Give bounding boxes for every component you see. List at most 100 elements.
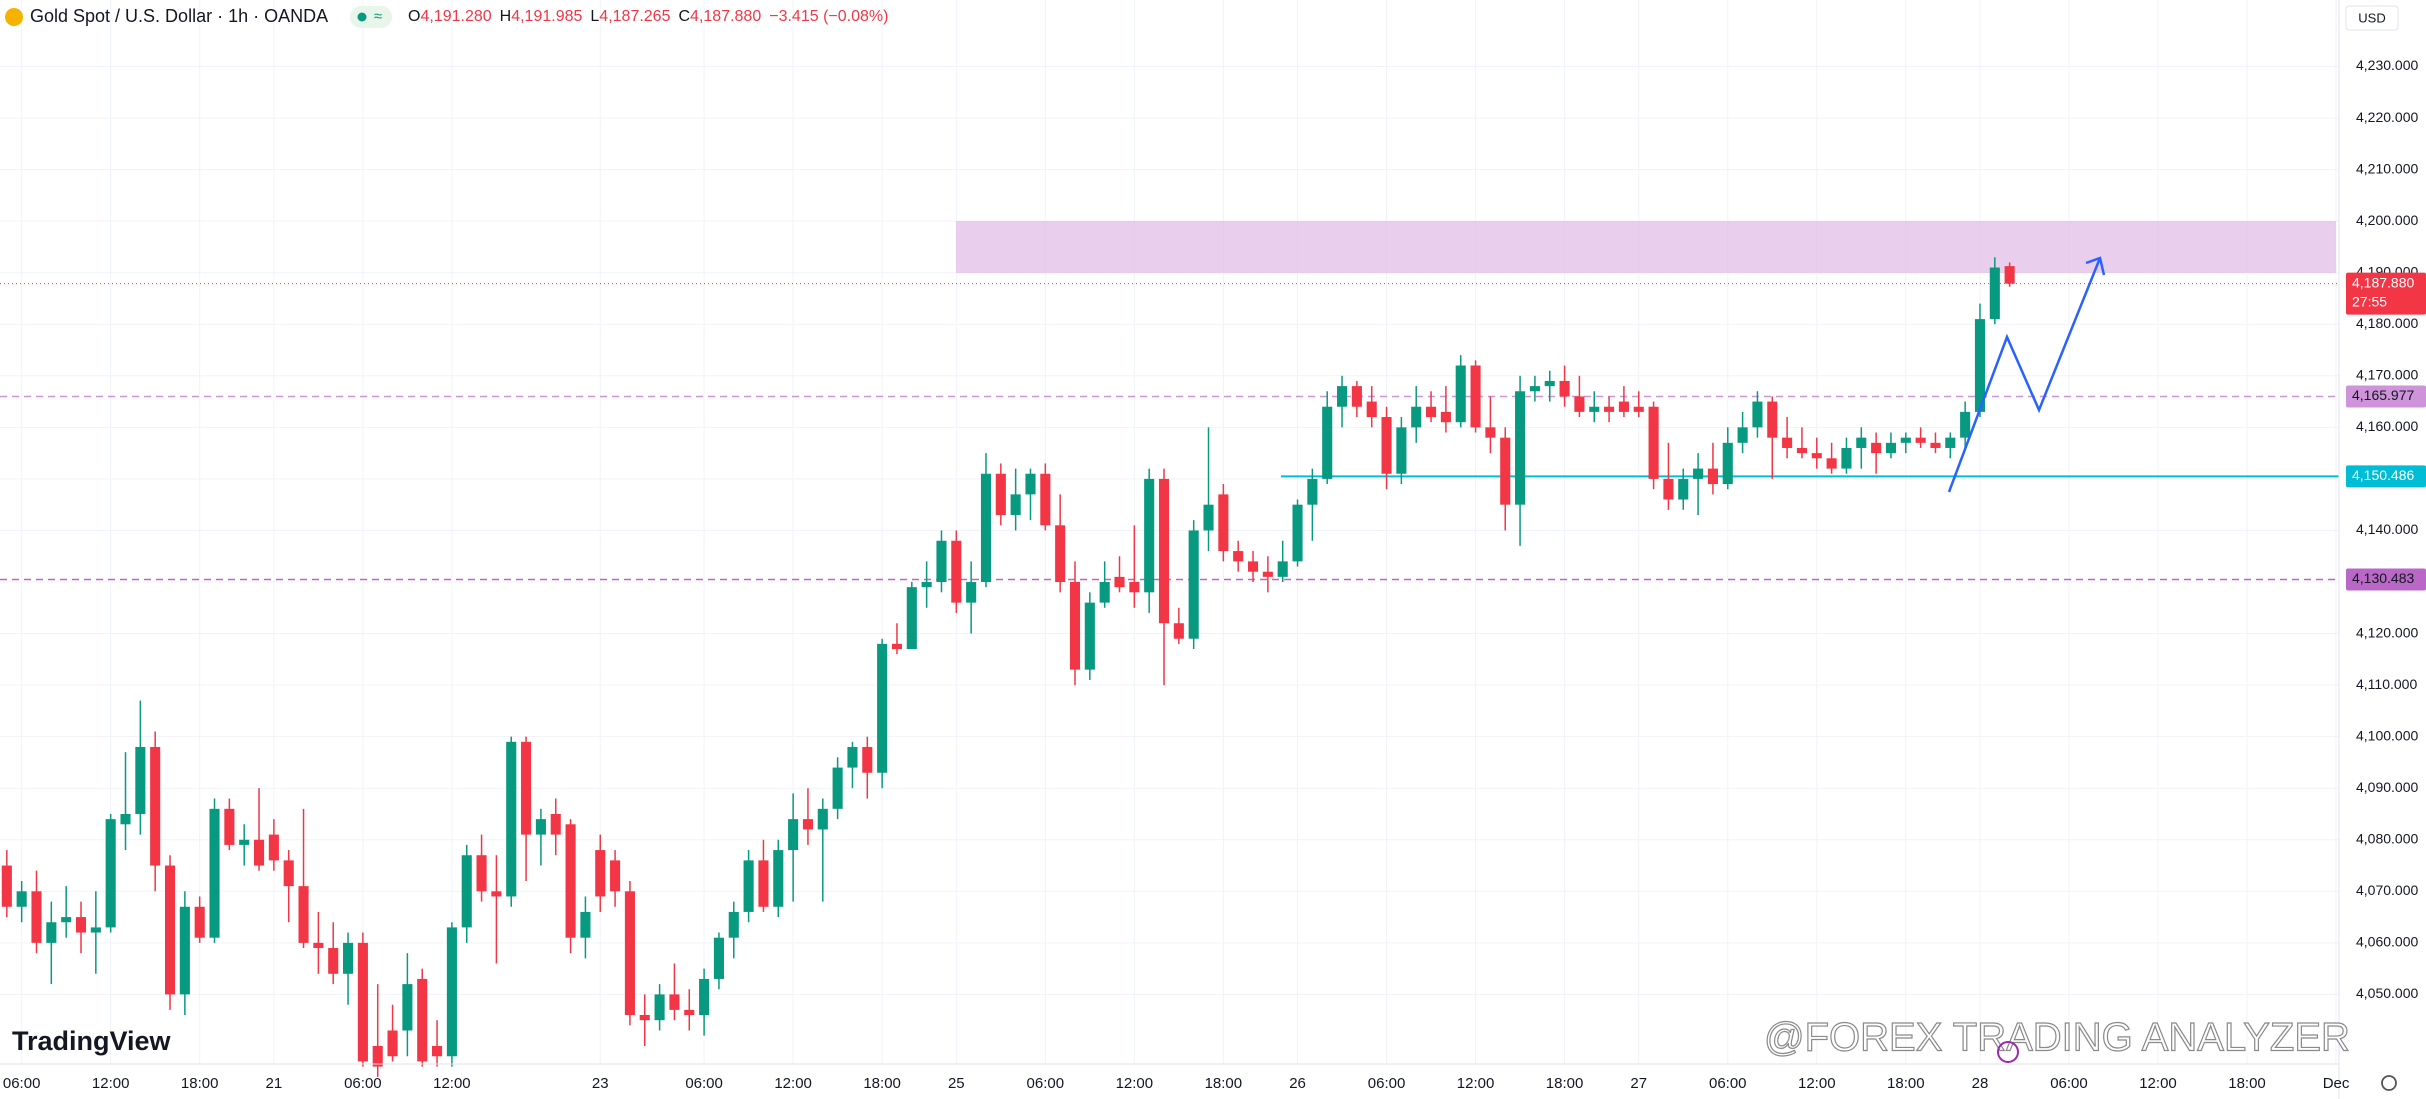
candle-body bbox=[268, 834, 279, 861]
candle-body bbox=[832, 767, 843, 809]
candle-body bbox=[1767, 401, 1778, 438]
candle-body bbox=[46, 922, 57, 943]
candle-body bbox=[461, 855, 472, 928]
candle-body bbox=[1396, 427, 1407, 474]
candle-body bbox=[1559, 380, 1570, 397]
y-tick-label: 4,080.000 bbox=[2356, 830, 2418, 846]
candle-body bbox=[936, 540, 947, 583]
candle-body bbox=[980, 473, 992, 583]
candle-body bbox=[1247, 561, 1259, 572]
legend-key: H bbox=[500, 8, 512, 25]
x-tick-label: 12:00 bbox=[1457, 1075, 1495, 1092]
x-tick-label: 26 bbox=[1289, 1075, 1306, 1092]
candle-body bbox=[550, 813, 561, 835]
y-tick-label: 4,220.000 bbox=[2356, 109, 2418, 125]
candle-body bbox=[16, 891, 27, 907]
candle-body bbox=[372, 1045, 383, 1067]
candle-body bbox=[684, 1009, 695, 1016]
levels bbox=[0, 283, 2339, 581]
candle-body bbox=[1752, 401, 1763, 428]
candle-body bbox=[521, 741, 532, 835]
candle-body bbox=[1277, 561, 1288, 577]
candle-body bbox=[1336, 386, 1348, 407]
candle-body bbox=[1900, 437, 1911, 443]
x-tick-label: 06:00 bbox=[344, 1075, 382, 1092]
x-tick-label: 21 bbox=[266, 1075, 283, 1092]
level-tag-label: 4,150.486 bbox=[2352, 467, 2414, 483]
candle-body bbox=[995, 473, 1006, 515]
candle-body bbox=[1084, 602, 1095, 670]
projection-arrowhead bbox=[2085, 256, 2106, 276]
x-tick-label: 12:00 bbox=[433, 1075, 471, 1092]
candle-body bbox=[1678, 478, 1689, 500]
candle-body bbox=[75, 917, 87, 933]
candle-body bbox=[194, 906, 205, 938]
chart-title[interactable]: Gold Spot / U.S. Dollar · 1h · OANDA bbox=[30, 6, 328, 26]
candle-body bbox=[1203, 504, 1214, 531]
candle-body bbox=[357, 942, 368, 1062]
candle-body bbox=[610, 860, 621, 892]
zone-rectangle bbox=[956, 221, 2336, 273]
candle-body bbox=[1529, 386, 1540, 392]
candle-body bbox=[343, 942, 354, 974]
candle-body bbox=[224, 808, 235, 845]
candle-body bbox=[61, 917, 72, 923]
candle-body bbox=[639, 1015, 650, 1021]
legend-key: L bbox=[590, 8, 599, 25]
candle-body bbox=[1945, 437, 1956, 448]
x-tick-label: 12:00 bbox=[2139, 1075, 2177, 1092]
status-icon: ≈ bbox=[374, 8, 382, 25]
candle-body bbox=[446, 927, 457, 1057]
settings-icon[interactable] bbox=[2381, 1075, 2397, 1091]
candle-body bbox=[1440, 411, 1451, 423]
candle-body bbox=[1307, 478, 1318, 505]
candle-body bbox=[1292, 504, 1303, 562]
y-tick-label: 4,160.000 bbox=[2356, 418, 2418, 434]
legend-key: O bbox=[408, 8, 420, 25]
candle-body bbox=[580, 911, 591, 938]
currency-button[interactable] bbox=[2345, 5, 2399, 31]
x-tick-label: 12:00 bbox=[774, 1075, 812, 1092]
candle-body bbox=[1707, 468, 1718, 485]
candle-body bbox=[1974, 319, 1986, 412]
candle-body bbox=[1158, 478, 1170, 624]
x-tick-label: 25 bbox=[948, 1075, 965, 1092]
candle-body bbox=[699, 978, 710, 1016]
candle-body bbox=[1737, 427, 1748, 443]
candle-body bbox=[1811, 453, 1822, 459]
candle-body bbox=[1500, 437, 1511, 505]
candle-body bbox=[1233, 551, 1244, 562]
candle-body bbox=[1826, 458, 1837, 469]
candle-body bbox=[179, 906, 190, 995]
candle-body bbox=[906, 587, 917, 650]
candle-body bbox=[624, 891, 635, 1016]
y-tick-label: 4,170.000 bbox=[2356, 367, 2418, 383]
y-tick-label: 4,200.000 bbox=[2356, 212, 2418, 228]
candle-body bbox=[595, 850, 606, 897]
x-tick-label: 06:00 bbox=[1027, 1075, 1065, 1092]
candle-body bbox=[951, 540, 962, 603]
candle-body bbox=[1322, 406, 1333, 479]
candle-body bbox=[1069, 582, 1081, 670]
candle-body bbox=[728, 911, 739, 938]
status-pill[interactable] bbox=[350, 6, 392, 28]
candle-body bbox=[239, 839, 250, 845]
candle-body bbox=[713, 937, 724, 979]
x-tick-label: 06:00 bbox=[3, 1075, 41, 1092]
candle-body bbox=[877, 643, 888, 773]
legend-value: 4,187.880 bbox=[690, 8, 761, 25]
candle-body bbox=[1796, 447, 1807, 454]
level-tag bbox=[2346, 385, 2426, 408]
candle-body bbox=[1633, 406, 1644, 412]
x-tick-label: 06:00 bbox=[685, 1075, 723, 1092]
candle-body bbox=[758, 860, 769, 907]
candle-body bbox=[654, 994, 665, 1021]
candle-body bbox=[1099, 582, 1110, 603]
candle-body bbox=[283, 860, 294, 887]
candle-body bbox=[1604, 406, 1615, 412]
x-tick-label: 18:00 bbox=[181, 1075, 219, 1092]
event-icon[interactable] bbox=[1997, 1041, 2019, 1063]
candle-body bbox=[2004, 266, 2015, 284]
x-tick-label: 12:00 bbox=[1116, 1075, 1154, 1092]
